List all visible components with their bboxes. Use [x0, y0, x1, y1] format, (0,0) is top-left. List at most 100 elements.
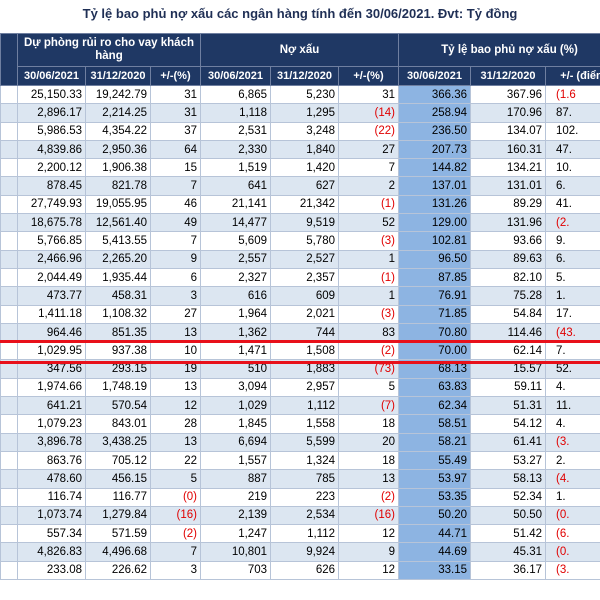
table-cell: 19 — [150, 359, 201, 379]
table-cell: (0. — [544, 505, 600, 526]
table-cell: 1,748.19 — [85, 377, 151, 398]
table-cell: 54.84 — [470, 304, 546, 324]
cropped-cell — [0, 213, 18, 233]
table-cell: 1,964 — [200, 304, 271, 324]
table-cell: (1) — [338, 194, 399, 215]
table-cell: 2,531 — [200, 121, 271, 141]
table-cell: 114.46 — [470, 322, 546, 343]
table-cell: 116.77 — [85, 487, 151, 507]
table-cell: 1,112 — [270, 524, 339, 544]
table-cell: 233.08 — [17, 560, 86, 581]
table-row: 18,675.78 12,561.40 49 14,477 9,519 52 129.00 1… — [0, 213, 600, 233]
cropped-cell — [0, 377, 18, 398]
table-cell: 641 — [200, 176, 271, 196]
table-row: 1,029.95 937.38 10 1,471 1,508 (2) 70.00 62.14 7… — [0, 341, 600, 361]
table-cell: 6. — [544, 176, 600, 196]
table-cell: 1,295 — [270, 103, 339, 123]
table-cell: 37 — [150, 121, 201, 141]
table-cell: 616 — [200, 286, 271, 306]
table-cell: 18 — [338, 450, 399, 471]
table-cell: (3. — [544, 432, 600, 452]
table-cell: 1,118 — [200, 103, 271, 123]
table-cell: 2. — [544, 450, 600, 471]
table-cell: 2,327 — [200, 267, 271, 288]
table-cell: 5 — [150, 469, 201, 489]
table-cell: 10. — [544, 158, 600, 178]
cropped-cell — [0, 304, 18, 324]
table-cell: 2,021 — [270, 304, 339, 324]
cropped-cell — [0, 396, 18, 416]
table-cell: (3) — [338, 231, 399, 251]
table-cell: 5,230 — [270, 84, 339, 105]
cropped-cell — [0, 505, 18, 526]
table-cell: 131.96 — [470, 213, 546, 233]
table-cell: 27,749.93 — [17, 194, 86, 215]
table-cell: (2) — [338, 341, 399, 361]
table-cell: 2,200.12 — [17, 158, 86, 178]
cropped-cell — [0, 432, 18, 452]
table-cell: 102. — [544, 121, 600, 141]
table-cell: 50.20 — [398, 505, 471, 526]
table-row: 473.77 458.31 3 616 609 1 76.91 75.28 1. — [0, 286, 600, 306]
table-cell: 219 — [200, 487, 271, 507]
table-cell: 5 — [338, 377, 399, 398]
highlight-line — [0, 361, 600, 364]
table-cell: (3) — [338, 304, 399, 324]
table-cell: (1) — [338, 267, 399, 288]
table-cell: (4. — [544, 469, 600, 489]
table-cell: 137.01 — [398, 176, 471, 196]
table-cell: 473.77 — [17, 286, 86, 306]
table-cell: 1,112 — [270, 396, 339, 416]
table-cell: 1,471 — [200, 341, 271, 361]
table-cell: 2,466.96 — [17, 249, 86, 269]
table-cell: 59.11 — [470, 377, 546, 398]
table-row: 1,073.74 1,279.84 (16) 2,139 2,534 (16) 50.20 5… — [0, 505, 600, 526]
table-cell: 1,362 — [200, 322, 271, 343]
table-cell: 89.63 — [470, 249, 546, 269]
table-cell: 54.12 — [470, 414, 546, 434]
table-cell: 96.50 — [398, 249, 471, 269]
table-cell: 49 — [150, 213, 201, 233]
table-cell: 102.81 — [398, 231, 471, 251]
table-row: 5,766.85 5,413.55 7 5,609 5,780 (3) 102.81 93.6… — [0, 231, 600, 251]
table-cell: 18,675.78 — [17, 213, 86, 233]
column-header: 31/12/2020 — [470, 66, 546, 86]
table-cell: 964.46 — [17, 322, 86, 343]
table-cell: 15 — [150, 158, 201, 178]
table-cell: (1.6 — [544, 84, 600, 105]
table-cell: 170.96 — [470, 103, 546, 123]
table-cell: 5,986.53 — [17, 121, 86, 141]
table-cell: 52. — [544, 359, 600, 379]
table-cell: (0. — [544, 542, 600, 562]
table-cell: 27 — [338, 139, 399, 160]
table-cell: 116.74 — [17, 487, 86, 507]
table-cell: 2,557 — [200, 249, 271, 269]
table-cell: 2,896.17 — [17, 103, 86, 123]
cropped-cell — [0, 524, 18, 544]
cropped-cell — [0, 103, 18, 123]
table-cell: 1. — [544, 286, 600, 306]
table-row: 4,839.86 2,950.36 64 2,330 1,840 27 207.73 160.… — [0, 139, 600, 160]
table-cell: 2 — [338, 176, 399, 196]
table-cell: 52 — [338, 213, 399, 233]
table-row: 2,044.49 1,935.44 6 2,327 2,357 (1) 87.85 82.10… — [0, 267, 600, 288]
table-cell: 1,411.18 — [17, 304, 86, 324]
table-cell: 744 — [270, 322, 339, 343]
column-header: 30/06/2021 — [17, 66, 86, 86]
table-cell: 134.07 — [470, 121, 546, 141]
table-cell: 207.73 — [398, 139, 471, 160]
table-cell: 4,839.86 — [17, 139, 86, 160]
table-cell: 2,527 — [270, 249, 339, 269]
table-cell: 6,694 — [200, 432, 271, 452]
table-cell: (14) — [338, 103, 399, 123]
table-cell: 878.45 — [17, 176, 86, 196]
table-cell: 226.62 — [85, 560, 151, 581]
table-cell: 571.59 — [85, 524, 151, 544]
table-cell: (16) — [150, 505, 201, 526]
table-cell: 21,141 — [200, 194, 271, 215]
table-cell: 1,029.95 — [17, 341, 86, 361]
table-cell: 12 — [338, 560, 399, 581]
table-cell: 458.31 — [85, 286, 151, 306]
table-cell: (16) — [338, 505, 399, 526]
table-cell: 89.29 — [470, 194, 546, 215]
